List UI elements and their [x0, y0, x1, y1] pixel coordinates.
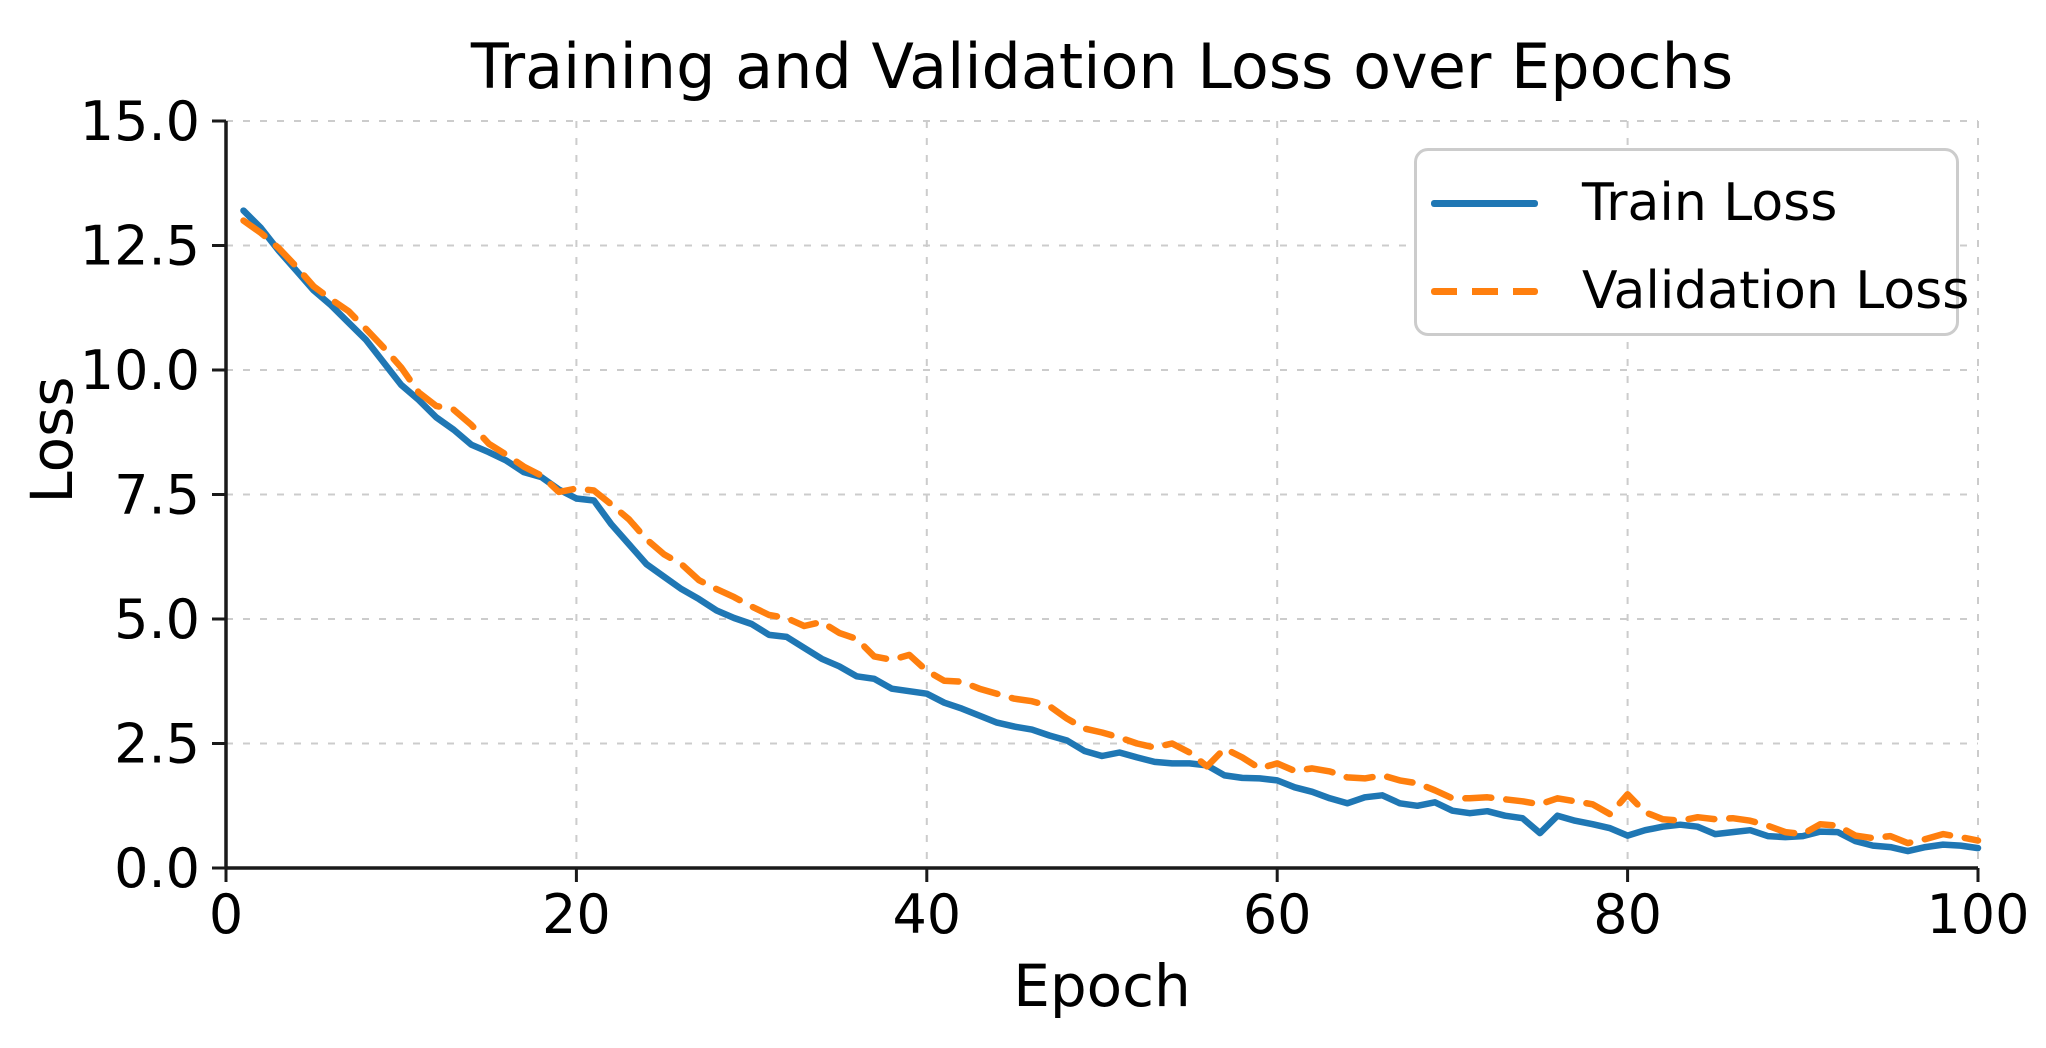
- legend-label: Train Loss: [1582, 173, 1838, 233]
- y-tick-label: 12.5: [80, 215, 200, 278]
- y-tick-label: 10.0: [80, 339, 200, 402]
- train-loss-line-swatch: [1431, 199, 1538, 207]
- x-tick-label: 40: [892, 883, 961, 946]
- y-tick-label: 7.5: [114, 464, 200, 527]
- legend-item-validation-loss: Validation Loss: [1431, 247, 1969, 335]
- x-tick-label: 80: [1593, 883, 1662, 946]
- legend: Train Loss Validation Loss: [1414, 148, 1969, 336]
- legend-item-train-loss: Train Loss: [1431, 159, 1956, 247]
- x-tick-label: 60: [1243, 883, 1312, 946]
- validation-loss-line: [240, 217, 1982, 847]
- y-tick-label: 5.0: [114, 588, 200, 651]
- x-axis-label: Epoch: [1013, 952, 1191, 1020]
- y-tick-label: 0.0: [114, 837, 200, 900]
- legend-label: Validation Loss: [1582, 261, 1970, 321]
- validation-loss-line-swatch: [1431, 287, 1538, 295]
- x-tick-label: 0: [209, 883, 243, 946]
- x-tick-label: 20: [542, 883, 611, 946]
- y-axis-label: Loss: [18, 376, 86, 504]
- y-tick-label: 15.0: [80, 90, 200, 153]
- x-tick-label: 100: [1926, 883, 2029, 946]
- chart-title: Training and Validation Loss over Epochs: [470, 30, 1734, 103]
- y-tick-label: 2.5: [114, 713, 200, 776]
